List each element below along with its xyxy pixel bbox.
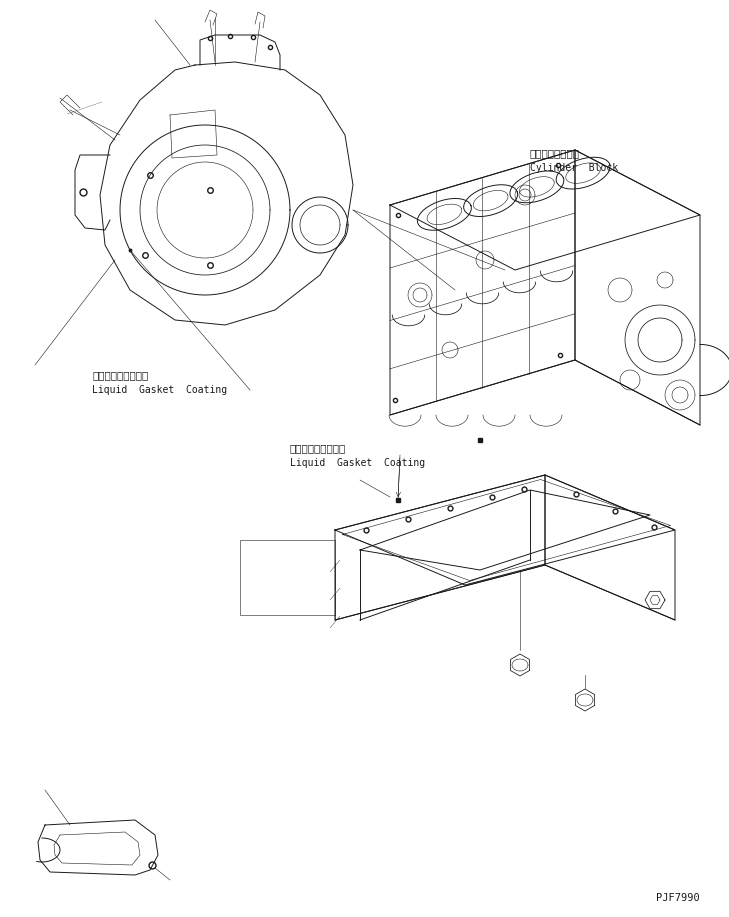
Text: Liquid  Gasket  Coating: Liquid Gasket Coating <box>290 458 425 468</box>
Text: PJF7990: PJF7990 <box>656 893 700 903</box>
Bar <box>240 540 335 615</box>
Text: 液状ガスケット塗布: 液状ガスケット塗布 <box>92 370 148 380</box>
Text: シリンダブロック: シリンダブロック <box>530 148 580 158</box>
Text: 液状ガスケット塗布: 液状ガスケット塗布 <box>290 443 346 453</box>
Text: Cylinder  Block: Cylinder Block <box>530 163 618 173</box>
Text: Liquid  Gasket  Coating: Liquid Gasket Coating <box>92 385 227 395</box>
